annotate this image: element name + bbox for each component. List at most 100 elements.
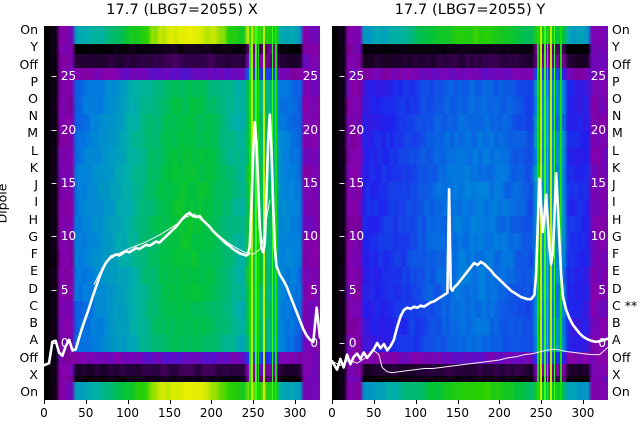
heatmap-band <box>332 97 608 115</box>
trace-line <box>94 200 270 284</box>
panel-x-title: 17.7 (LBG7=2055) X <box>106 2 258 18</box>
dipole-row-label: I <box>34 194 38 210</box>
y-tick-label: – 25 <box>51 69 77 84</box>
heatmap-band <box>44 250 320 268</box>
heatmap-band <box>44 376 320 382</box>
heatmap-band <box>44 301 320 319</box>
heatmap-band <box>44 80 320 98</box>
dipole-row-label: M <box>27 125 38 141</box>
x-tick-label: 150 <box>446 406 469 420</box>
y-tick-label: – 5 <box>339 282 357 297</box>
heatmap-spike-column <box>550 26 553 400</box>
trace-line <box>332 173 608 369</box>
heatmap-band <box>332 80 608 98</box>
x-tick-label: 300 <box>571 406 595 420</box>
x-tick-mark <box>415 400 417 404</box>
y-tick-label: 20 <box>302 122 318 137</box>
y-tick-label: 5 <box>598 282 606 297</box>
y-tick-label: 5 <box>310 282 318 297</box>
heatmap-band <box>332 114 608 132</box>
heatmap-band <box>44 68 320 80</box>
heatmap-spike-column <box>559 26 562 400</box>
y-tick-label: 20 <box>590 122 606 137</box>
y-tick-label: – 15 <box>51 176 77 190</box>
x-tick-label: 100 <box>404 406 428 420</box>
dipole-row-label: On <box>612 384 630 399</box>
heatmap-band <box>332 364 608 376</box>
trace-line <box>44 115 320 366</box>
right-dipole-axis: On Y Off P O N M L K J I H G F E D C ** B A Off X On <box>608 22 640 400</box>
y-tick-label: – 20 <box>339 122 365 137</box>
y-tick-label: 25 <box>590 69 606 84</box>
heatmap-band <box>44 165 320 183</box>
panel-y-trace <box>332 26 608 400</box>
heatmap-band <box>44 97 320 115</box>
x-tick-label: 100 <box>116 406 140 420</box>
dipole-row-label: On <box>612 22 630 37</box>
dipole-row-label: F <box>30 246 38 262</box>
heatmap-band <box>332 26 608 44</box>
dipole-row-label: Y <box>30 39 38 55</box>
x-tick-mark <box>457 400 459 404</box>
heatmap-band <box>44 54 320 68</box>
x-tick-label: 0 <box>328 406 336 420</box>
y-tick-label: 0 <box>310 336 318 350</box>
x-tick-mark <box>294 400 296 404</box>
x-tick-label: 200 <box>199 406 223 420</box>
heatmap-band <box>44 364 320 376</box>
dipole-row-label: E <box>612 263 620 279</box>
dipole-row-label: X <box>29 366 38 382</box>
dipole-row-label: Off <box>19 349 38 365</box>
panel-y-left-gutter <box>332 26 338 400</box>
y-tick-label: – 15 <box>339 176 365 190</box>
y-tick-label: – 10 <box>339 229 365 244</box>
heatmap-band <box>44 382 320 400</box>
dipole-row-label: A <box>612 332 621 348</box>
heatmap-spike-column <box>274 26 277 400</box>
heatmap-band <box>332 148 608 166</box>
dipole-row-label: C <box>29 297 38 313</box>
heatmap-band <box>44 352 320 364</box>
heatmap-band <box>332 267 608 285</box>
y-tick-label: 15 <box>590 176 606 190</box>
heatmap-band <box>332 131 608 149</box>
heatmap-band <box>44 44 320 54</box>
left-dipole-axis: Dipole On Y Off P O N M L K J I H G F E D C B A Off X On <box>0 22 42 400</box>
heatmap-band <box>44 131 320 149</box>
x-tick-mark <box>211 400 213 404</box>
dipole-row-label: N <box>612 108 622 124</box>
panel-y-x-axis: 0 50 100 150 200 250 300 <box>328 400 608 440</box>
heatmap-band <box>44 318 320 336</box>
y-tick-label: – 0 <box>339 336 357 350</box>
heatmap-spike-column <box>254 26 257 400</box>
x-tick-mark <box>582 400 584 404</box>
trace-line <box>332 347 608 373</box>
y-tick-label: 10 <box>302 229 318 244</box>
y-tick-label: 15 <box>302 176 318 190</box>
x-tick-mark <box>169 400 171 404</box>
heatmap-panel-x[interactable]: – 0 0 – 5 5 – 10 10 – 15 15 – 20 20 – 25 25 <box>44 26 320 400</box>
heatmap-spike-column <box>263 26 266 400</box>
heatmap-band <box>44 148 320 166</box>
dipole-row-label: J <box>612 177 616 193</box>
heatmap-panel-y[interactable]: – 0 0 – 5 5 – 10 10 – 15 15 – 20 20 – 25 25 <box>332 26 608 400</box>
x-tick-label: 300 <box>283 406 307 420</box>
dipole-row-label: N <box>28 108 38 124</box>
x-tick-mark <box>85 400 87 404</box>
y-tick-label: 25 <box>302 69 318 84</box>
x-tick-label: 250 <box>529 406 553 420</box>
heatmap-band <box>44 26 320 44</box>
dipole-row-label: M <box>612 125 623 141</box>
x-tick-mark <box>373 400 375 404</box>
x-tick-label: 0 <box>40 406 48 420</box>
heatmap-band <box>332 44 608 54</box>
y-tick-label: – 0 <box>51 336 69 350</box>
dipole-row-label: I <box>612 194 616 210</box>
heatmap-band <box>332 54 608 68</box>
panel-y-title: 17.7 (LBG7=2055) Y <box>394 2 546 18</box>
dipole-row-label: J <box>34 177 38 193</box>
dipole-row-label: On <box>20 22 38 37</box>
dipole-row-label: O <box>612 91 622 106</box>
x-tick-mark <box>127 400 129 404</box>
